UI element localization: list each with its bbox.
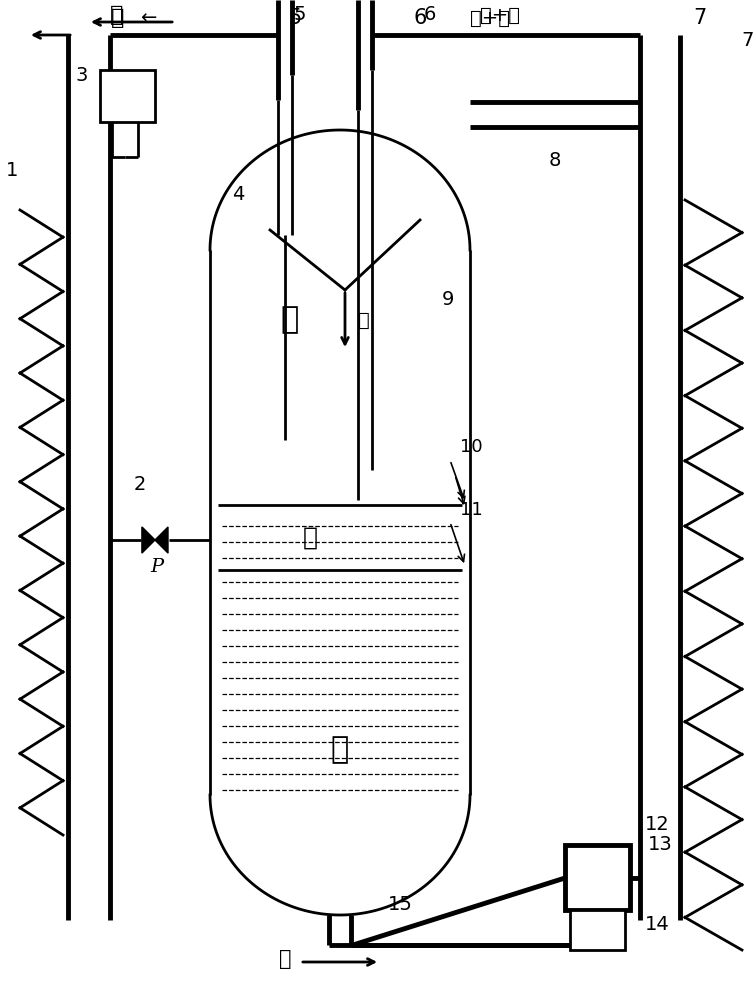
Text: 11: 11 <box>460 501 483 519</box>
Text: ←: ← <box>140 8 156 27</box>
Text: 4: 4 <box>232 185 244 204</box>
Text: 6: 6 <box>414 8 426 28</box>
Bar <box>100 70 155 122</box>
Text: 2: 2 <box>134 475 146 494</box>
Bar <box>565 845 630 910</box>
Text: P: P <box>150 558 163 576</box>
Text: 14: 14 <box>645 915 670 934</box>
Text: 5: 5 <box>294 5 306 24</box>
Text: 液: 液 <box>331 736 349 764</box>
Text: 8: 8 <box>549 150 561 169</box>
Text: 汽+液: 汽+液 <box>480 5 520 24</box>
Text: 12: 12 <box>645 815 670 834</box>
Text: 汽+液: 汽+液 <box>470 8 510 27</box>
Polygon shape <box>155 527 168 553</box>
Text: 液: 液 <box>358 310 370 330</box>
Text: 7: 7 <box>742 30 754 49</box>
Text: 汽: 汽 <box>110 5 123 25</box>
Text: 液: 液 <box>302 526 318 550</box>
Text: 汽: 汽 <box>111 8 125 28</box>
Text: 液: 液 <box>279 949 291 969</box>
Text: 5: 5 <box>288 8 302 28</box>
Text: 6: 6 <box>424 5 436 24</box>
Text: 汽: 汽 <box>281 306 299 334</box>
Text: 15: 15 <box>388 895 413 914</box>
Text: 10: 10 <box>460 438 482 456</box>
Text: 13: 13 <box>648 835 673 854</box>
Text: 9: 9 <box>442 290 454 309</box>
Bar <box>570 910 625 950</box>
Polygon shape <box>142 527 155 553</box>
Text: 1: 1 <box>6 160 18 180</box>
Text: 7: 7 <box>693 8 707 28</box>
Text: 3: 3 <box>76 66 88 85</box>
